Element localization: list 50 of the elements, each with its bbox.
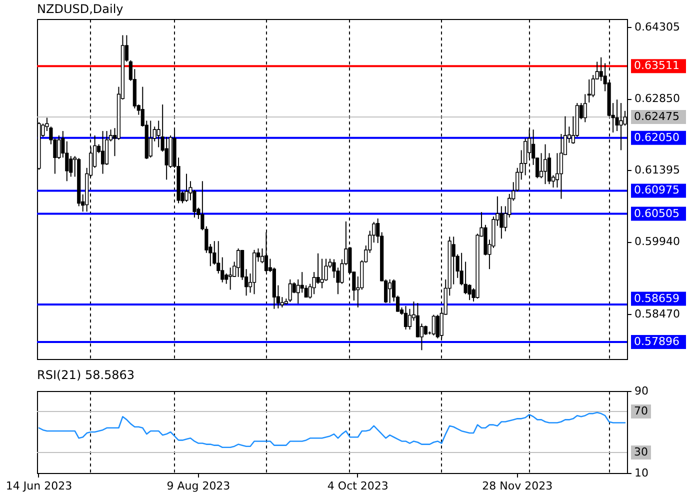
y-tick-label: 0.64305 xyxy=(634,20,680,34)
x-tick-label: 4 Oct 2023 xyxy=(327,480,388,492)
candlestick xyxy=(591,74,595,98)
x-tick-label: 28 Nov 2023 xyxy=(482,480,553,492)
y-tick-label: 0.61395 xyxy=(634,164,680,177)
ref-line-label: 30 xyxy=(634,446,648,458)
y-tick-label: 0.62850 xyxy=(634,92,680,106)
ref-line-label: 70 xyxy=(634,404,648,418)
y-tick-label: 90 xyxy=(634,384,648,398)
candlestick xyxy=(424,325,428,336)
candlestick xyxy=(57,134,61,160)
candlestick xyxy=(316,252,320,284)
candlestick xyxy=(304,284,308,298)
ref-line-label: 0.57896 xyxy=(634,335,680,348)
candlestick xyxy=(320,258,324,289)
ref-line-label: 0.62475 xyxy=(634,110,680,124)
candlestick xyxy=(236,248,240,278)
candlestick xyxy=(388,278,392,304)
candlestick xyxy=(619,102,623,151)
chart-title: RSI(21) 58.5863 xyxy=(37,368,135,382)
candlestick xyxy=(587,78,591,104)
candlestick xyxy=(288,278,292,303)
candlestick xyxy=(148,120,152,158)
ref-line-label: 0.62050 xyxy=(634,130,680,144)
ref-line-label: 0.63511 xyxy=(634,59,680,72)
x-tick-label: 9 Aug 2023 xyxy=(166,480,230,492)
candlestick xyxy=(184,173,188,202)
candlestick xyxy=(559,133,564,200)
line-series xyxy=(38,412,626,448)
candlestick xyxy=(300,272,304,294)
candlestick xyxy=(100,130,105,174)
y-tick-label: 0.59940 xyxy=(634,235,680,248)
ref-line-label: 0.58659 xyxy=(634,292,680,305)
chart-title: NZDUSD,Daily xyxy=(37,2,124,16)
y-tick-label: 10 xyxy=(634,466,648,480)
candlestick xyxy=(583,94,587,123)
candlestick xyxy=(452,236,456,285)
candlestick xyxy=(228,267,232,290)
y-tick-label: 0.58470 xyxy=(634,307,680,320)
candlestick xyxy=(524,138,528,176)
candlestick xyxy=(404,305,408,330)
candlestick xyxy=(432,314,436,336)
candlestick xyxy=(539,152,544,179)
ref-line-label: 0.60505 xyxy=(634,206,680,220)
candlestick xyxy=(224,273,228,284)
candlestick xyxy=(164,136,168,180)
candlestick xyxy=(280,296,284,308)
candlestick xyxy=(543,144,548,185)
ref-line-label: 0.60975 xyxy=(634,184,680,197)
x-tick-label: 14 Jun 2023 xyxy=(6,480,72,492)
